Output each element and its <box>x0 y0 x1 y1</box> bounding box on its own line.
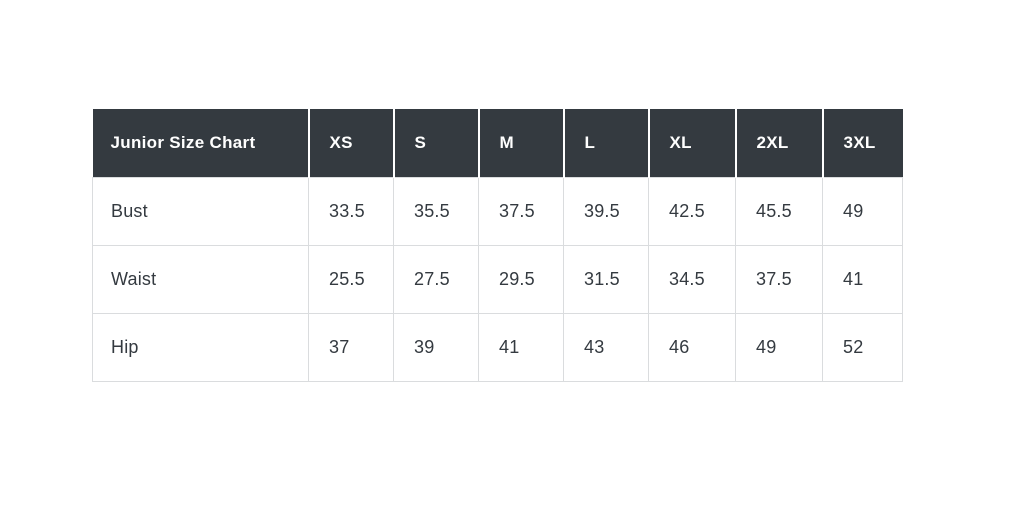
bust-value-xs: 33.5 <box>308 176 394 246</box>
hip-value-l: 43 <box>563 312 649 382</box>
waist-value-3xl: 41 <box>822 244 903 314</box>
hip-value-s: 39 <box>393 312 479 382</box>
row-label-bust: Bust <box>92 176 309 246</box>
hip-value-m: 41 <box>478 312 564 382</box>
table-row-bust: Bust 33.5 35.5 37.5 39.5 42.5 45.5 49 <box>92 176 903 246</box>
table-header-row: Junior Size Chart XS S M L XL 2XL 3XL <box>92 109 903 177</box>
column-header-xl: XL <box>648 109 737 177</box>
column-header-3xl: 3XL <box>822 109 903 177</box>
waist-value-m: 29.5 <box>478 244 564 314</box>
table-row-waist: Waist 25.5 27.5 29.5 31.5 34.5 37.5 41 <box>92 244 903 314</box>
bust-value-s: 35.5 <box>393 176 479 246</box>
bust-value-2xl: 45.5 <box>735 176 823 246</box>
hip-value-3xl: 52 <box>822 312 903 382</box>
waist-value-xl: 34.5 <box>648 244 736 314</box>
column-header-xs: XS <box>308 109 395 177</box>
table-row-hip: Hip 37 39 41 43 46 49 52 <box>92 312 903 382</box>
waist-value-s: 27.5 <box>393 244 479 314</box>
hip-value-xs: 37 <box>308 312 394 382</box>
bust-value-l: 39.5 <box>563 176 649 246</box>
waist-value-xs: 25.5 <box>308 244 394 314</box>
column-header-s: S <box>393 109 480 177</box>
column-header-2xl: 2XL <box>735 109 824 177</box>
hip-value-xl: 46 <box>648 312 736 382</box>
column-header-l: L <box>563 109 650 177</box>
waist-value-l: 31.5 <box>563 244 649 314</box>
bust-value-xl: 42.5 <box>648 176 736 246</box>
size-chart-table: Junior Size Chart XS S M L XL 2XL 3XL Bu… <box>92 109 903 382</box>
column-header-m: M <box>478 109 565 177</box>
row-label-waist: Waist <box>92 244 309 314</box>
hip-value-2xl: 49 <box>735 312 823 382</box>
row-label-hip: Hip <box>92 312 309 382</box>
table-title-cell: Junior Size Chart <box>92 109 310 177</box>
bust-value-m: 37.5 <box>478 176 564 246</box>
waist-value-2xl: 37.5 <box>735 244 823 314</box>
bust-value-3xl: 49 <box>822 176 903 246</box>
